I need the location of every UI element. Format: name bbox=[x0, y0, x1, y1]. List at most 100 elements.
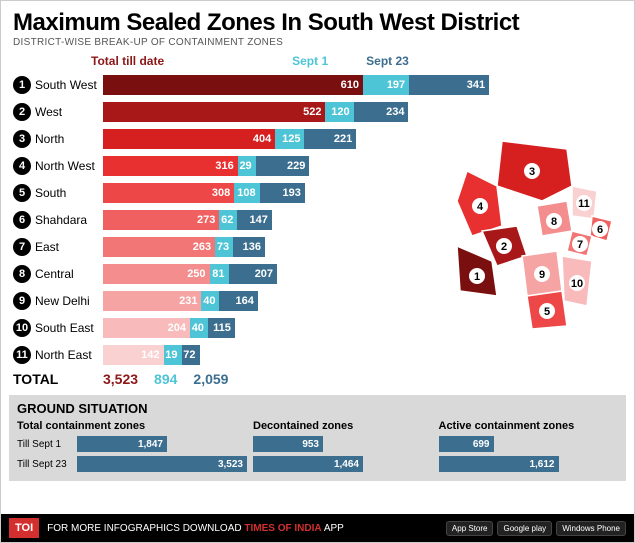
totals-row: TOTAL3,5238942,059 bbox=[1, 369, 634, 389]
bar-segment: 404 bbox=[103, 129, 275, 149]
footer-text: FOR MORE INFOGRAPHICS DOWNLOAD TIMES OF … bbox=[47, 523, 344, 534]
bar-group: 23140164 bbox=[103, 291, 258, 311]
district-name: South East bbox=[35, 321, 103, 335]
map-label: 5 bbox=[544, 306, 550, 318]
bar-segment: 207 bbox=[229, 264, 278, 284]
bar-segment: 19 bbox=[164, 345, 182, 365]
bar-segment: 62 bbox=[219, 210, 237, 230]
bar-segment: 341 bbox=[409, 75, 489, 95]
store-badge: Windows Phone bbox=[556, 521, 626, 536]
rank-badge: 6 bbox=[13, 211, 31, 229]
district-name: West bbox=[35, 105, 103, 119]
footer-bar: TOI FOR MORE INFOGRAPHICS DOWNLOAD TIMES… bbox=[1, 514, 634, 542]
total-value: 2,059 bbox=[193, 371, 228, 387]
bar-segment: 263 bbox=[103, 237, 215, 257]
district-name: South bbox=[35, 186, 103, 200]
header: Maximum Sealed Zones In South West Distr… bbox=[1, 1, 634, 52]
rank-badge: 2 bbox=[13, 103, 31, 121]
ground-situation: GROUND SITUATION Total containment zones… bbox=[9, 395, 626, 481]
ground-column: Active containment zones 699 1,612 bbox=[439, 420, 619, 475]
bar-segment: 250 bbox=[103, 264, 210, 284]
ground-row: 1,612 bbox=[439, 455, 619, 473]
ground-bar: 699 bbox=[439, 436, 494, 452]
bar-segment: 197 bbox=[363, 75, 409, 95]
ground-bar: 1,612 bbox=[439, 456, 559, 472]
chart-row: 2 West522120234 bbox=[13, 99, 622, 125]
bar-group: 308108193 bbox=[103, 183, 305, 203]
rank-badge: 3 bbox=[13, 130, 31, 148]
ground-header: Active containment zones bbox=[439, 420, 619, 432]
district-map: 3421811679510 bbox=[442, 131, 622, 331]
legend-item: Total till date bbox=[91, 54, 164, 68]
ground-row-label: Till Sept 1 bbox=[17, 439, 77, 450]
ground-title: GROUND SITUATION bbox=[17, 401, 618, 416]
rank-badge: 8 bbox=[13, 265, 31, 283]
bar-segment: 108 bbox=[234, 183, 259, 203]
map-label: 4 bbox=[477, 201, 484, 213]
ground-row: Till Sept 233,523 bbox=[17, 455, 247, 473]
total-label: TOTAL bbox=[13, 371, 103, 387]
ground-row: Till Sept 11,847 bbox=[17, 435, 247, 453]
legend: Total till dateSept 1Sept 23 bbox=[1, 52, 634, 72]
bar-segment: 29 bbox=[238, 156, 256, 176]
bar-segment: 147 bbox=[237, 210, 271, 230]
total-value: 3,523 bbox=[103, 371, 138, 387]
bar-segment: 308 bbox=[103, 183, 234, 203]
bar-group: 25081207 bbox=[103, 264, 277, 284]
rank-badge: 4 bbox=[13, 157, 31, 175]
map-label: 9 bbox=[539, 269, 545, 281]
subtitle: DISTRICT-WISE BREAK-UP OF CONTAINMENT ZO… bbox=[13, 37, 622, 48]
bar-segment: 231 bbox=[103, 291, 201, 311]
bar-group: 31629229 bbox=[103, 156, 309, 176]
bar-segment: 234 bbox=[354, 102, 409, 122]
bar-segment: 120 bbox=[325, 102, 353, 122]
ground-column: Total containment zonesTill Sept 11,847T… bbox=[17, 420, 247, 475]
bar-segment: 522 bbox=[103, 102, 325, 122]
bar-group: 1421972 bbox=[103, 345, 200, 365]
rank-badge: 5 bbox=[13, 184, 31, 202]
store-badge: App Store bbox=[446, 521, 494, 536]
bar-segment: 273 bbox=[103, 210, 219, 230]
district-name: North bbox=[35, 132, 103, 146]
chart-row: 1 South West610197341 bbox=[13, 72, 622, 98]
ground-row: 953 bbox=[253, 435, 433, 453]
bar-segment: 193 bbox=[260, 183, 305, 203]
district-name: South West bbox=[35, 78, 103, 92]
district-name: New Delhi bbox=[35, 294, 103, 308]
map-label: 7 bbox=[577, 239, 583, 251]
ground-header: Total containment zones bbox=[17, 420, 247, 432]
ground-row-label: Till Sept 23 bbox=[17, 459, 77, 470]
bar-group: 522120234 bbox=[103, 102, 408, 122]
bar-segment: 40 bbox=[190, 318, 208, 338]
bar-segment: 610 bbox=[103, 75, 363, 95]
ground-bar: 3,523 bbox=[77, 456, 247, 472]
map-label: 10 bbox=[571, 278, 583, 290]
map-label: 2 bbox=[501, 241, 507, 253]
bar-segment: 40 bbox=[201, 291, 219, 311]
rank-badge: 7 bbox=[13, 238, 31, 256]
legend-item: Sept 23 bbox=[366, 54, 409, 68]
bar-group: 27362147 bbox=[103, 210, 272, 230]
toi-logo: TOI bbox=[9, 518, 39, 538]
map-label: 6 bbox=[597, 224, 603, 236]
bar-segment: 221 bbox=[304, 129, 356, 149]
rank-badge: 10 bbox=[13, 319, 31, 337]
map-label: 11 bbox=[578, 198, 590, 210]
store-badge: Google play bbox=[497, 521, 552, 536]
bar-segment: 164 bbox=[219, 291, 257, 311]
bar-segment: 73 bbox=[215, 237, 233, 257]
bar-segment: 142 bbox=[103, 345, 164, 365]
bar-group: 26373136 bbox=[103, 237, 265, 257]
rank-badge: 1 bbox=[13, 76, 31, 94]
ground-row: 699 bbox=[439, 435, 619, 453]
district-name: East bbox=[35, 240, 103, 254]
bar-segment: 316 bbox=[103, 156, 238, 176]
map-label: 1 bbox=[474, 271, 480, 283]
bar-segment: 115 bbox=[208, 318, 235, 338]
ground-bar: 953 bbox=[253, 436, 323, 452]
bar-group: 404125221 bbox=[103, 129, 356, 149]
ground-bar: 1,464 bbox=[253, 456, 363, 472]
district-name: North East bbox=[35, 348, 103, 362]
bar-segment: 81 bbox=[210, 264, 229, 284]
bar-group: 20440115 bbox=[103, 318, 235, 338]
